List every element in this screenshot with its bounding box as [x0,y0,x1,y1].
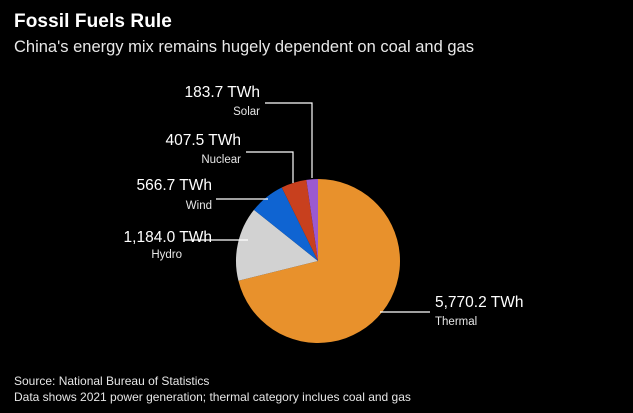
category-label-thermal: Thermal [435,316,477,328]
leader-line-nuclear [246,151,294,183]
pie-slice-thermal [238,179,400,343]
category-label-solar: Solar [233,106,260,118]
category-label-hydro: Hydro [151,249,182,261]
source-note: Source: National Bureau of Statistics [14,374,210,388]
pie-slice-nuclear [281,179,318,261]
chart-title: Fossil Fuels Rule [14,11,172,32]
value-label-hydro: 1,184.0 TWh [124,229,212,246]
pie-slice-wind [253,187,318,261]
leader-line-solar [265,102,313,178]
category-label-wind: Wind [186,200,212,212]
value-label-thermal: 5,770.2 TWh [435,294,523,311]
data-note: Data shows 2021 power generation; therma… [14,390,411,404]
chart-subtitle: China's energy mix remains hugely depend… [14,38,474,56]
leader-lines [184,102,430,313]
category-label-nuclear: Nuclear [201,154,241,166]
value-label-wind: 566.7 TWh [136,177,212,194]
value-label-solar: 183.7 TWh [184,84,260,101]
pie-slice-solar [306,179,318,261]
pie-slices [235,179,400,343]
slice-labels: 5,770.2 TWh Thermal 1,184.0 TWh Hydro 56… [124,84,524,328]
value-label-nuclear: 407.5 TWh [165,132,241,149]
pie-slice-hydro [235,209,318,281]
